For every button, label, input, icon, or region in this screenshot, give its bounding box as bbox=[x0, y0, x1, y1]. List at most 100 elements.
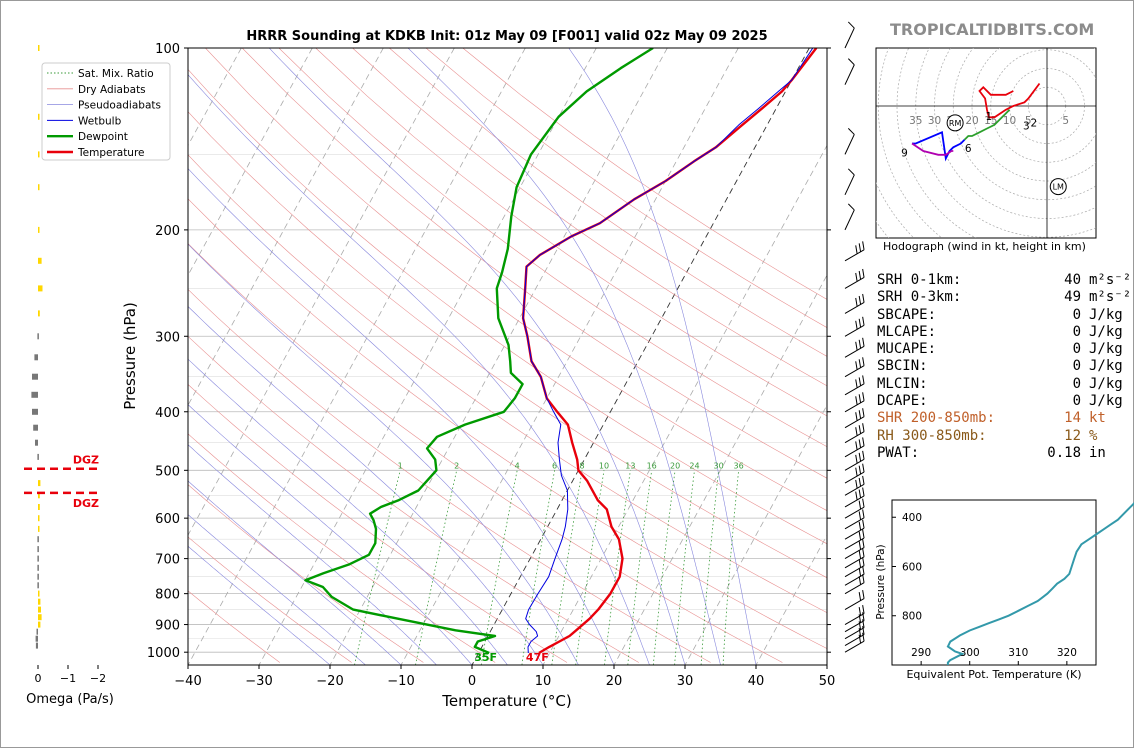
y-tick-label: 300 bbox=[155, 330, 180, 345]
dry-adiabat bbox=[188, 243, 783, 663]
y-tick-label: 100 bbox=[155, 42, 180, 57]
stat-label: PWAT: bbox=[877, 444, 920, 461]
barb-flag bbox=[862, 612, 865, 621]
stat-row: SBCIN: 0 J/kg bbox=[877, 358, 1131, 375]
omega-bar bbox=[38, 184, 40, 191]
barb-flag bbox=[862, 463, 865, 473]
barb-flag bbox=[862, 529, 865, 539]
barb-flag bbox=[862, 268, 865, 278]
barb-staff bbox=[844, 416, 865, 429]
legend-item-label: Dry Adiabats bbox=[78, 84, 146, 96]
wind-barb bbox=[844, 574, 865, 595]
wind-barb bbox=[844, 21, 855, 49]
wind-barb bbox=[844, 241, 865, 262]
barb-staff bbox=[844, 598, 865, 610]
barb-staff bbox=[844, 249, 865, 262]
stat-row: RH 300-850mb: 12% bbox=[877, 428, 1131, 445]
barb-flag bbox=[862, 357, 865, 366]
omega-bar bbox=[35, 642, 38, 649]
barb-flag bbox=[858, 377, 862, 386]
wind-barb bbox=[844, 632, 865, 653]
barb-staff bbox=[844, 64, 855, 85]
hodograph-frame bbox=[875, 47, 1097, 239]
mixing-ratio-label: 20 bbox=[670, 461, 680, 470]
omega-bar bbox=[38, 480, 41, 487]
theta-e-y-tick-label: 400 bbox=[902, 512, 922, 524]
omega-bar bbox=[33, 424, 38, 431]
x-tick-label: −40 bbox=[174, 674, 201, 689]
barb-flag bbox=[855, 441, 858, 450]
stat-row: MLCIN: 0 J/kg bbox=[877, 376, 1131, 393]
stat-value: 0 bbox=[1072, 323, 1081, 340]
omega-axis-label: Omega (Pa/s) bbox=[26, 692, 114, 707]
mixing-ratio-label: 30 bbox=[714, 461, 724, 470]
omega-bar bbox=[37, 564, 39, 571]
wind-barb bbox=[844, 128, 855, 155]
barb-flag bbox=[855, 467, 858, 477]
pseudoadiabat bbox=[188, 444, 437, 665]
y-tick-label: 600 bbox=[155, 512, 180, 527]
barb-staff bbox=[844, 277, 865, 289]
stat-unit: J/kg bbox=[1089, 375, 1123, 392]
barb-staff bbox=[844, 640, 865, 653]
dry-adiabat bbox=[188, 198, 827, 649]
pseudoadiabat bbox=[188, 168, 615, 665]
barb-flag bbox=[862, 392, 865, 401]
barb-flag bbox=[862, 498, 865, 508]
wind-barbs bbox=[844, 21, 865, 653]
mixing-ratio-label: 2 bbox=[454, 461, 459, 470]
stat-value: 0 bbox=[1072, 375, 1081, 392]
hodograph-height-label: 6 bbox=[965, 143, 972, 155]
barb-flag bbox=[858, 531, 862, 541]
barb-flag bbox=[862, 632, 865, 642]
hodograph-height-label: 9 bbox=[901, 148, 908, 160]
omega-bar bbox=[37, 582, 39, 589]
mixing-ratio-line bbox=[700, 470, 719, 665]
wind-barb bbox=[844, 293, 865, 314]
hodograph-title: Hodograph (wind in kt, height in km) bbox=[883, 240, 1086, 253]
dry-adiabat bbox=[188, 111, 827, 579]
dry-adiabat bbox=[188, 288, 711, 663]
barb-flag bbox=[858, 614, 862, 623]
barb-flag bbox=[858, 489, 862, 499]
isotherm-line bbox=[188, 48, 526, 665]
barb-staff bbox=[844, 302, 865, 314]
mixing-ratio-label: 16 bbox=[647, 461, 657, 470]
omega-bar bbox=[38, 151, 40, 158]
skewt-axes: −40 −30 −20 −10 0 10 20 30 40 50 100 200 300 400 500 60… bbox=[147, 42, 835, 689]
x-tick-label: −10 bbox=[387, 674, 414, 689]
dry-adiabat bbox=[241, 48, 827, 479]
barb-flag bbox=[862, 437, 865, 446]
stat-row: SRH 0-3km: 49 m²s⁻² bbox=[877, 289, 1131, 306]
barb-flag bbox=[855, 454, 858, 464]
omega-bar bbox=[37, 333, 39, 340]
isotherm-line bbox=[471, 48, 810, 665]
stat-row: MLCAPE: 0 J/kg bbox=[877, 324, 1131, 341]
omega-bar bbox=[38, 285, 43, 292]
y-tick-label: 200 bbox=[155, 224, 180, 239]
barb-flag bbox=[858, 477, 862, 487]
barb-flag bbox=[858, 567, 862, 577]
hodograph-trace bbox=[963, 109, 1011, 141]
barb-flag bbox=[858, 394, 862, 403]
dewpoint-line bbox=[304, 48, 654, 655]
barb-flag bbox=[862, 375, 865, 384]
barb-staff bbox=[844, 209, 855, 231]
wind-barb bbox=[844, 529, 865, 550]
barb-staff bbox=[844, 537, 865, 550]
theta-e-frame bbox=[891, 499, 1097, 666]
omega-tick-label: 0 bbox=[35, 672, 42, 685]
barb-flag bbox=[858, 465, 862, 475]
omega-bar bbox=[38, 598, 41, 605]
stat-row: SHR 200-850mb: 14 kt bbox=[877, 410, 1131, 427]
wind-barb bbox=[844, 375, 865, 396]
stat-label: MUCAPE: bbox=[877, 341, 937, 358]
theta-e-line bbox=[946, 501, 1134, 665]
omega-bar bbox=[38, 226, 40, 233]
stat-value: 0 bbox=[1072, 306, 1081, 323]
hodograph-ring-label: 5 bbox=[1062, 115, 1069, 127]
barb-staff bbox=[844, 445, 865, 458]
theta-e-x-label: Equivalent Pot. Temperature (K) bbox=[906, 668, 1081, 681]
barb-flag bbox=[855, 412, 858, 421]
